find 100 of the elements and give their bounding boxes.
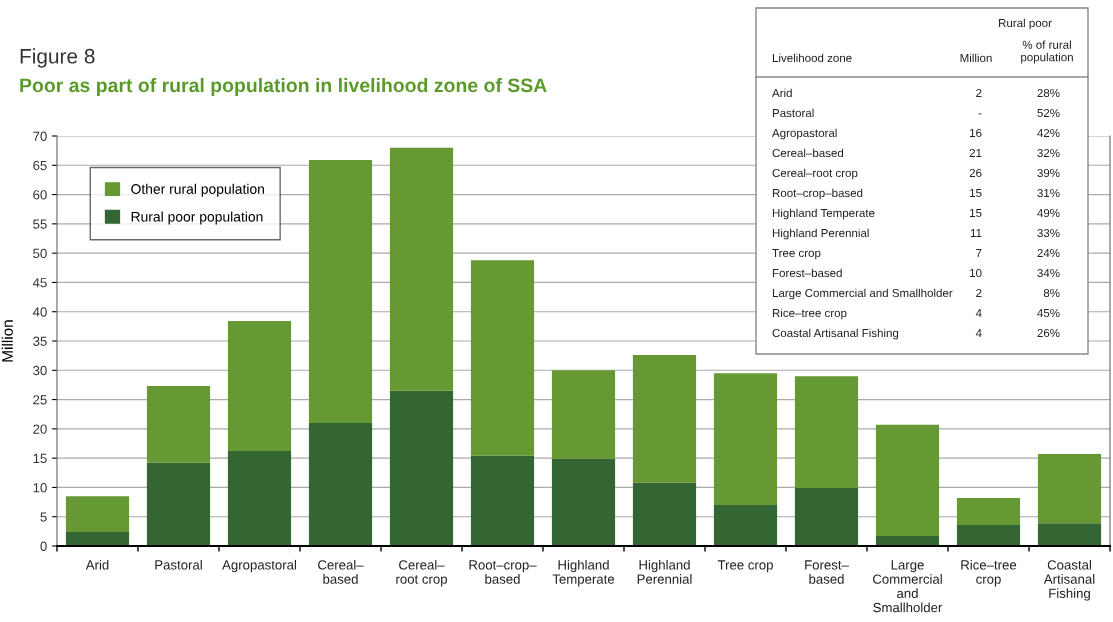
x-tick-label: Agropastoral	[222, 559, 297, 573]
annotation: 31%	[1037, 188, 1060, 198]
annotation: Highland Perennial	[772, 228, 869, 240]
bar	[146, 386, 211, 463]
bar	[470, 455, 535, 546]
text: Livelihood zone	[772, 53, 852, 63]
y-tick-label: 55	[33, 219, 47, 229]
x-tick-label: Highland Perennial	[637, 559, 692, 584]
bar	[65, 496, 130, 532]
x-tick-label: Root–crop– based	[469, 560, 537, 584]
x-tick-label: Arid	[85, 559, 109, 570]
y-tick-label: 20	[33, 424, 47, 434]
bar	[308, 160, 373, 423]
chart-title: Figure 8	[20, 48, 95, 68]
x-tick-label: Highland Temperate	[552, 559, 615, 587]
y-axis-title: Million	[1, 320, 13, 362]
annotation: 33%	[1037, 228, 1060, 238]
text: Arid	[772, 88, 792, 98]
annotation: 2	[976, 288, 982, 297]
annotation: Root–crop–based	[772, 188, 863, 200]
bar	[1037, 454, 1102, 524]
y-tick-label: 30	[33, 365, 47, 376]
annotation: 16	[970, 128, 982, 138]
legend-label: Rural poor population	[131, 211, 263, 225]
y-tick-label: 0	[40, 541, 47, 551]
bar	[632, 355, 697, 483]
x-tick-label: Large Commercial and Smallholder	[872, 560, 943, 613]
legend-label: Other rural population	[131, 183, 264, 197]
y-tick-label: 60	[33, 190, 47, 200]
chart-subtitle: Poor as part of rural population in livelihood zone of SSA	[20, 77, 547, 97]
annotation: 21	[969, 148, 982, 157]
annotation: Forest–based	[772, 268, 842, 278]
annotation: Agropastoral	[772, 128, 837, 140]
annotation: 10	[970, 268, 982, 278]
x-tick-label: Tree crop	[717, 560, 773, 573]
annotation: Cereal–root crop	[772, 168, 858, 180]
x-tick-label: Forest– based	[805, 560, 849, 584]
text: Million	[960, 53, 992, 63]
annotation: 11	[970, 229, 982, 237]
bar	[227, 321, 292, 452]
y-tick-label: 45	[32, 278, 47, 288]
bar	[713, 505, 778, 546]
annotation: Large Commercial and Smallholder	[772, 288, 953, 300]
bar	[389, 147, 454, 391]
text: -	[978, 113, 982, 115]
annotation: 7	[976, 249, 982, 257]
bar	[146, 462, 211, 546]
y-tick-label: 35	[33, 336, 47, 346]
bar	[713, 373, 778, 505]
y-tick-label: 65	[33, 160, 47, 171]
x-tick-label: Cereal– based	[318, 559, 364, 584]
bar	[956, 497, 1021, 525]
annotation: Coastal Artisanal Fishing	[772, 328, 899, 340]
text: 2	[976, 88, 982, 97]
annotation: 15	[970, 209, 982, 218]
bar	[470, 260, 535, 456]
x-tick-label: Coastal Artisanal Fishing	[1043, 559, 1095, 601]
bar	[956, 524, 1021, 546]
bar	[875, 536, 940, 546]
annotation: 42%	[1037, 128, 1060, 138]
y-tick-label: 25	[33, 395, 47, 405]
bar	[875, 424, 940, 537]
y-tick-label: 50	[33, 248, 47, 259]
y-tick-label: 15	[33, 453, 47, 464]
annotation: 4	[975, 329, 982, 337]
annotation: Rice–tree crop	[772, 308, 847, 320]
bar	[308, 423, 373, 546]
annotation: 26%	[1037, 328, 1060, 338]
text: % of rural population	[1021, 40, 1073, 64]
annotation: Tree crop	[772, 249, 821, 260]
bar	[65, 531, 130, 546]
x-tick-label: Rice–tree crop	[961, 559, 1017, 587]
annotation: Cereal–based	[772, 148, 844, 158]
annotation: 39%	[1037, 168, 1060, 178]
text: 52%	[1037, 108, 1060, 118]
annotation: 15	[970, 189, 982, 198]
annotation: 8%	[1043, 288, 1060, 298]
annotation: 24%	[1037, 248, 1060, 258]
annotation: 32%	[1037, 148, 1060, 158]
x-tick-label: Pastoral	[155, 559, 202, 570]
x-tick-label: Cereal– root crop	[396, 559, 447, 587]
text: Pastoral	[772, 108, 814, 118]
bar	[794, 376, 859, 489]
bar	[794, 488, 859, 546]
y-tick-label: 10	[33, 483, 47, 493]
y-tick-label: 40	[32, 307, 47, 317]
bar	[1037, 523, 1102, 546]
y-tick-label: 5	[40, 512, 47, 522]
bar	[389, 390, 454, 546]
bar	[632, 482, 697, 546]
bar	[551, 458, 616, 546]
annotation: Highland Temperate	[772, 208, 875, 220]
y-tick-label: 70	[33, 131, 47, 141]
annotation: 45%	[1037, 308, 1060, 318]
text: 28%	[1037, 88, 1060, 98]
annotation: 34%	[1037, 268, 1060, 278]
bar	[551, 370, 616, 459]
annotation: 26	[969, 168, 982, 178]
bar	[227, 451, 292, 546]
annotation: 49%	[1037, 208, 1060, 218]
